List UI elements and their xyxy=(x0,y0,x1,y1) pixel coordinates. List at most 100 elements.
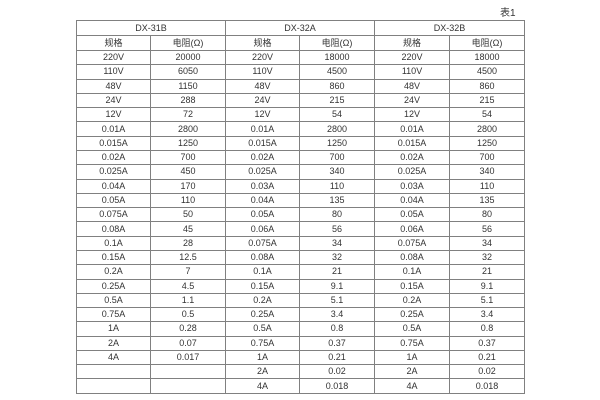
spec-cell-dx32b: 0.075A xyxy=(374,235,451,251)
resistance-cell-dx31b xyxy=(149,364,227,380)
resistance-cell-dx32a: 0.018 xyxy=(299,378,376,394)
resistance-cell-dx32a: 110 xyxy=(299,178,376,194)
spec-cell-dx32a: 0.08A xyxy=(225,249,301,266)
table-row: 0.025A 450 0.025A 340 0.025A 340 xyxy=(76,164,526,180)
resistance-cell-dx31b: 4.5 xyxy=(149,278,227,294)
resistance-cell-dx32b: 110 xyxy=(449,178,526,194)
spec-cell-dx32b: 0.2A xyxy=(374,292,451,309)
resistance-cell-dx31b: 45 xyxy=(149,221,227,237)
spec-cell-dx31b: 0.015A xyxy=(76,135,151,151)
spec-cell-dx32b: 0.05A xyxy=(374,207,451,223)
resistance-cell-dx32b: 34 xyxy=(449,235,526,251)
table-row: 0.15A 12.5 0.08A 32 0.08A 32 xyxy=(76,249,526,266)
resistance-cell-dx32b: 0.8 xyxy=(449,321,526,337)
resistance-cell-dx31b: 2800 xyxy=(149,121,227,137)
spec-cell-dx32b: 0.25A xyxy=(374,307,451,323)
spec-cell-dx32a: 0.25A xyxy=(225,307,301,323)
resistance-cell-dx32b: 5.1 xyxy=(449,292,526,309)
spec-cell-dx32a: 0.1A xyxy=(225,264,301,280)
table-row: 0.01A 2800 0.01A 2800 0.01A 2800 xyxy=(76,121,526,137)
resistance-cell-dx32b: 3.4 xyxy=(449,307,526,323)
spec-cell-dx32b: 0.015A xyxy=(374,135,451,151)
resistance-cell-dx32b: 54 xyxy=(449,107,526,123)
spec-cell-dx31b: 2A xyxy=(76,335,151,351)
resistance-cell-dx32b: 700 xyxy=(449,149,526,166)
resistance-cell-dx31b: 170 xyxy=(149,178,227,194)
spec-cell-dx32a: 48V xyxy=(225,78,301,94)
spec-cell-dx31b: 0.5A xyxy=(76,292,151,309)
spec-cell-dx32b: 0.5A xyxy=(374,321,451,337)
spec-cell-dx32b: 24V xyxy=(374,92,451,109)
resistance-cell-dx31b: 12.5 xyxy=(149,249,227,266)
spec-cell-dx32a: 0.15A xyxy=(225,278,301,294)
resistance-cell-dx32b: 56 xyxy=(449,221,526,237)
column-header-row: 规格 电阻(Ω) 规格 电阻(Ω) 规格 电阻(Ω) xyxy=(76,35,526,51)
resistance-cell-dx32a: 9.1 xyxy=(299,278,376,294)
table-row: 48V 1150 48V 860 48V 860 xyxy=(76,78,526,94)
spec-cell-dx32b: 0.15A xyxy=(374,278,451,294)
resistance-cell-dx31b: 72 xyxy=(149,107,227,123)
resistance-cell-dx31b: 20000 xyxy=(149,49,227,66)
spec-cell-dx32a: 0.01A xyxy=(225,121,301,137)
resistance-cell-dx32a: 860 xyxy=(299,78,376,94)
resistance-cell-dx32a: 21 xyxy=(299,264,376,280)
resistance-cell-dx32a: 0.02 xyxy=(299,364,376,380)
resistance-cell-dx32a: 56 xyxy=(299,221,376,237)
resistance-cell-dx32b: 21 xyxy=(449,264,526,280)
resistance-cell-dx31b: 7 xyxy=(149,264,227,280)
group-header-row: DX-31B DX-32A DX-32B xyxy=(75,20,526,36)
spec-cell-dx31b xyxy=(76,378,151,394)
spec-cell-dx31b: 12V xyxy=(76,107,151,123)
spec-cell-dx32b: 0.75A xyxy=(374,335,451,351)
resistance-cell-dx32b: 1250 xyxy=(449,135,526,151)
resistance-header-dx31b: 电阻(Ω) xyxy=(149,35,227,51)
spec-cell-dx32a: 12V xyxy=(225,107,301,123)
resistance-cell-dx32b: 0.02 xyxy=(449,364,526,380)
spec-cell-dx32a: 0.03A xyxy=(225,178,301,194)
table-row: 4A 0.017 1A 0.21 1A 0.21 xyxy=(76,349,526,366)
resistance-cell-dx32b: 2800 xyxy=(449,121,526,137)
spec-cell-dx32a: 1A xyxy=(225,349,301,366)
resistance-cell-dx31b: 0.28 xyxy=(149,321,227,337)
spec-cell-dx32b: 48V xyxy=(374,78,451,94)
spec-cell-dx32a: 24V xyxy=(225,92,301,109)
spec-cell-dx31b: 110V xyxy=(76,64,151,80)
spec-cell-dx32a: 0.5A xyxy=(225,321,301,337)
resistance-cell-dx32b: 9.1 xyxy=(449,278,526,294)
spec-cell-dx32b: 1A xyxy=(374,349,451,366)
table-row: 0.015A 1250 0.015A 1250 0.015A 1250 xyxy=(76,135,526,151)
table-row: 0.5A 1.1 0.2A 5.1 0.2A 5.1 xyxy=(76,292,526,309)
spec-cell-dx31b: 0.04A xyxy=(76,178,151,194)
spec-cell-dx32a: 0.06A xyxy=(225,221,301,237)
resistance-cell-dx32b: 0.018 xyxy=(449,378,526,394)
table-caption-label: 表1 xyxy=(500,8,516,19)
resistance-cell-dx31b: 0.017 xyxy=(149,349,227,366)
group-header-dx32a: DX-32A xyxy=(225,20,376,36)
resistance-cell-dx32a: 2800 xyxy=(299,121,376,137)
spec-resistance-table: DX-31B DX-32A DX-32B 规格 电阻(Ω) 规格 电阻(Ω) 规… xyxy=(75,20,526,394)
table-row: 4A 0.018 4A 0.018 xyxy=(76,378,526,394)
table-row: 110V 6050 110V 4500 110V 4500 xyxy=(76,64,526,80)
spec-cell-dx31b: 220V xyxy=(76,49,151,66)
spec-cell-dx32b: 0.1A xyxy=(374,264,451,280)
resistance-cell-dx32a: 80 xyxy=(299,207,376,223)
spec-cell-dx31b: 24V xyxy=(76,92,151,109)
resistance-cell-dx31b xyxy=(149,378,227,394)
table-row: 12V 72 12V 54 12V 54 xyxy=(76,107,526,123)
resistance-cell-dx32a: 215 xyxy=(299,92,376,109)
resistance-cell-dx32a: 0.8 xyxy=(299,321,376,337)
spec-cell-dx31b: 0.05A xyxy=(76,192,151,209)
resistance-cell-dx32b: 0.21 xyxy=(449,349,526,366)
resistance-cell-dx32a: 3.4 xyxy=(299,307,376,323)
group-header-dx32b: DX-32B xyxy=(374,20,526,36)
resistance-cell-dx31b: 0.07 xyxy=(149,335,227,351)
resistance-cell-dx32b: 4500 xyxy=(449,64,526,80)
spec-cell-dx32b: 0.06A xyxy=(374,221,451,237)
resistance-cell-dx32a: 18000 xyxy=(299,49,376,66)
spec-cell-dx32b: 110V xyxy=(374,64,451,80)
spec-cell-dx31b: 0.08A xyxy=(76,221,151,237)
spec-cell-dx31b: 4A xyxy=(76,349,151,366)
table-row: 0.075A 50 0.05A 80 0.05A 80 xyxy=(76,207,526,223)
resistance-cell-dx31b: 0.5 xyxy=(149,307,227,323)
